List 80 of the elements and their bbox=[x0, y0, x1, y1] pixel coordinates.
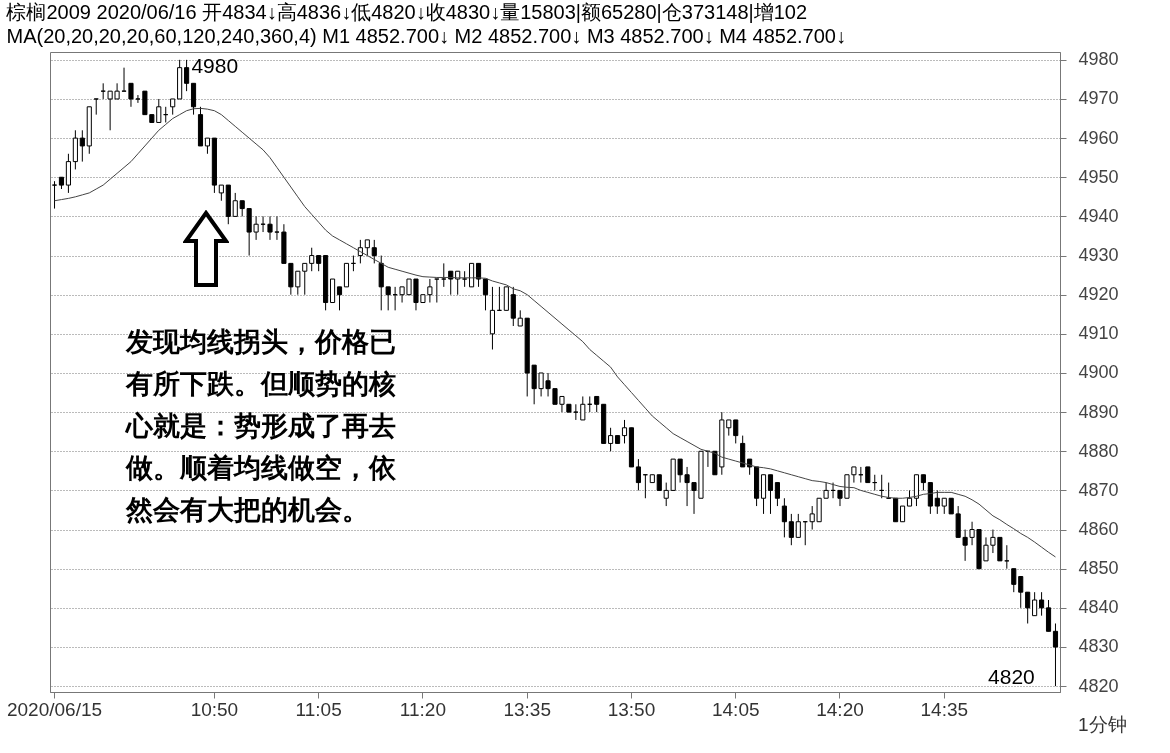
candlestick bbox=[1032, 591, 1038, 617]
candlestick bbox=[1025, 591, 1031, 624]
candlestick bbox=[51, 180, 58, 210]
y-tick-label: 4910 bbox=[1078, 323, 1119, 344]
annotation: 4980 bbox=[191, 54, 239, 77]
candlestick bbox=[760, 474, 767, 515]
candlestick bbox=[441, 262, 447, 288]
y-tick-label: 4960 bbox=[1078, 127, 1119, 148]
candlestick bbox=[767, 474, 774, 515]
candlestick bbox=[740, 435, 746, 468]
y-tick-label: 4880 bbox=[1078, 440, 1119, 461]
candlestick bbox=[274, 215, 280, 241]
candlestick bbox=[72, 129, 78, 170]
text: 1分钟 bbox=[1078, 714, 1127, 735]
annotation: 发现均线拐头，价格已有所下跌。但顺势的核心就是：势形成了再去做。顺着均线做空，依然会有大把的机会。 bbox=[124, 327, 397, 525]
candlestick bbox=[309, 247, 315, 272]
x-tick-label: 11:20 bbox=[399, 698, 446, 720]
y-tick-label: 4870 bbox=[1078, 479, 1119, 500]
y-tick-label: 4820 bbox=[1078, 675, 1119, 696]
y-tick-label: 4950 bbox=[1078, 166, 1119, 187]
y-tick-label: 4830 bbox=[1078, 636, 1119, 657]
y-tick-label: 4860 bbox=[1078, 519, 1119, 540]
candlestick bbox=[788, 513, 794, 546]
candlestick bbox=[65, 153, 71, 194]
candlestick bbox=[121, 67, 127, 92]
x-tick-label: 11:05 bbox=[295, 698, 342, 720]
x-tick-label: 2020/06/15 bbox=[6, 698, 103, 720]
candlestick bbox=[336, 286, 343, 311]
x-tick-label: 14:20 bbox=[816, 698, 864, 720]
candlestick bbox=[608, 427, 614, 452]
candlestick bbox=[635, 458, 641, 491]
candlestick bbox=[621, 419, 628, 444]
candlestick bbox=[733, 419, 739, 444]
candlestick bbox=[573, 403, 579, 421]
chart-subtitle: MA(20,20,20,20,60,120,240,360,4) M1 4852.700↓ M2 4852.700↓ M3 4852.700↓ M4 4852.700↓ bbox=[6, 24, 846, 47]
y-tick-label: 4980 bbox=[1078, 49, 1119, 70]
chart-title: 棕榈2009 2020/06/16 开4834↓高4836↓低4820↓收4830↓量15803|额65280|仓373148|增102 bbox=[6, 0, 808, 23]
candlestick bbox=[184, 59, 190, 92]
candlestick bbox=[1052, 623, 1059, 687]
candlestick bbox=[190, 82, 197, 116]
candlestick bbox=[1018, 576, 1024, 609]
x-tick-label: 10:50 bbox=[190, 698, 239, 720]
candlestick bbox=[489, 286, 496, 350]
y-tick-label: 4850 bbox=[1078, 558, 1119, 579]
y-tick-label: 4840 bbox=[1078, 597, 1119, 618]
candlestick bbox=[128, 82, 134, 108]
y-tick-label: 4940 bbox=[1078, 205, 1119, 226]
candlestick bbox=[434, 278, 440, 304]
candlestick bbox=[267, 215, 273, 241]
candlestick bbox=[93, 98, 99, 116]
candlestick bbox=[503, 286, 509, 311]
y-tick-label: 4890 bbox=[1078, 401, 1119, 422]
y-tick-label: 4930 bbox=[1078, 245, 1119, 266]
candlestick bbox=[795, 513, 801, 538]
candlestick bbox=[934, 489, 940, 515]
candlestick bbox=[510, 286, 516, 327]
x-tick-label: 14:35 bbox=[920, 698, 969, 720]
x-tick-label: 14:05 bbox=[711, 698, 760, 720]
candlestick bbox=[330, 278, 336, 304]
candlestick bbox=[774, 482, 780, 507]
x-tick-label: 13:50 bbox=[607, 698, 656, 720]
y-tick-label: 4970 bbox=[1078, 88, 1119, 109]
y-tick-label: 4920 bbox=[1078, 284, 1119, 305]
candlestick bbox=[781, 497, 787, 538]
candlestick bbox=[482, 278, 489, 311]
y-tick-label: 4900 bbox=[1078, 362, 1119, 383]
candlestick bbox=[135, 94, 141, 104]
annotation: 4820 bbox=[988, 665, 1035, 688]
candlestick bbox=[371, 239, 377, 264]
candlestick bbox=[1011, 568, 1017, 593]
candlestick bbox=[580, 395, 586, 421]
line-series bbox=[54, 107, 1056, 558]
candlestick bbox=[1004, 544, 1010, 570]
candlestick bbox=[1039, 591, 1045, 617]
candlestick bbox=[927, 482, 933, 515]
candlestick bbox=[913, 474, 920, 507]
candlestick bbox=[1045, 599, 1052, 632]
candlestick bbox=[79, 129, 85, 163]
candlestick bbox=[343, 262, 350, 288]
x-tick-label: 13:35 bbox=[503, 698, 551, 720]
